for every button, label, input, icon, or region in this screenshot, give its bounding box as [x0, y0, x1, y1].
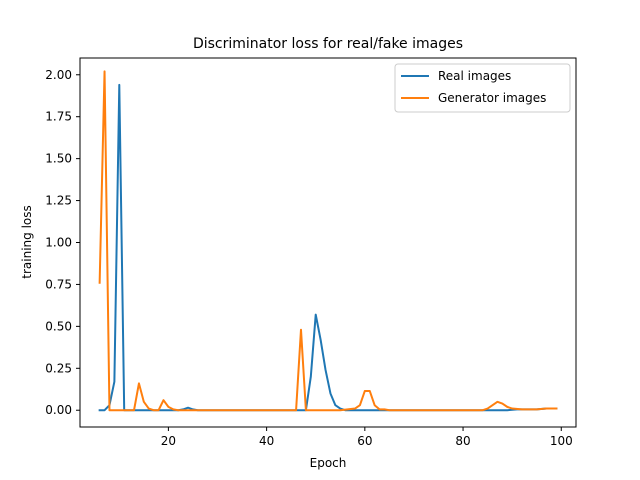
y-tick-label: 1.50	[45, 152, 72, 166]
chart-title: Discriminator loss for real/fake images	[193, 36, 463, 52]
x-axis: 20 40 60 80 100	[161, 427, 573, 448]
x-tick-label: 80	[455, 434, 470, 448]
legend-label-real-images: Real images	[438, 69, 511, 83]
series-line-generator-images	[98, 70, 558, 412]
x-tick-label: 20	[161, 434, 176, 448]
y-axis: 0.00 0.25 0.50 0.75 1.00 1.25 1.50 1.75 2.00	[45, 68, 80, 417]
legend: Real images Generator images	[394, 63, 571, 113]
x-tick-label: 100	[550, 434, 573, 448]
plot-area	[98, 70, 558, 412]
y-tick-label: 2.00	[45, 68, 72, 82]
y-tick-label: 1.25	[45, 194, 72, 208]
y-tick-label: 0.25	[45, 361, 72, 375]
legend-box	[394, 63, 571, 113]
y-tick-label: 0.75	[45, 277, 72, 291]
y-tick-label: 0.00	[45, 403, 72, 417]
y-tick-label: 0.50	[45, 319, 72, 333]
x-tick-label: 40	[259, 434, 274, 448]
y-tick-label: 1.75	[45, 110, 72, 124]
x-axis-label: Epoch	[310, 456, 347, 470]
x-tick-label: 60	[357, 434, 372, 448]
legend-label-generator-images: Generator images	[438, 91, 546, 105]
y-axis-label: training loss	[20, 205, 34, 278]
y-tick-label: 1.00	[45, 236, 72, 250]
